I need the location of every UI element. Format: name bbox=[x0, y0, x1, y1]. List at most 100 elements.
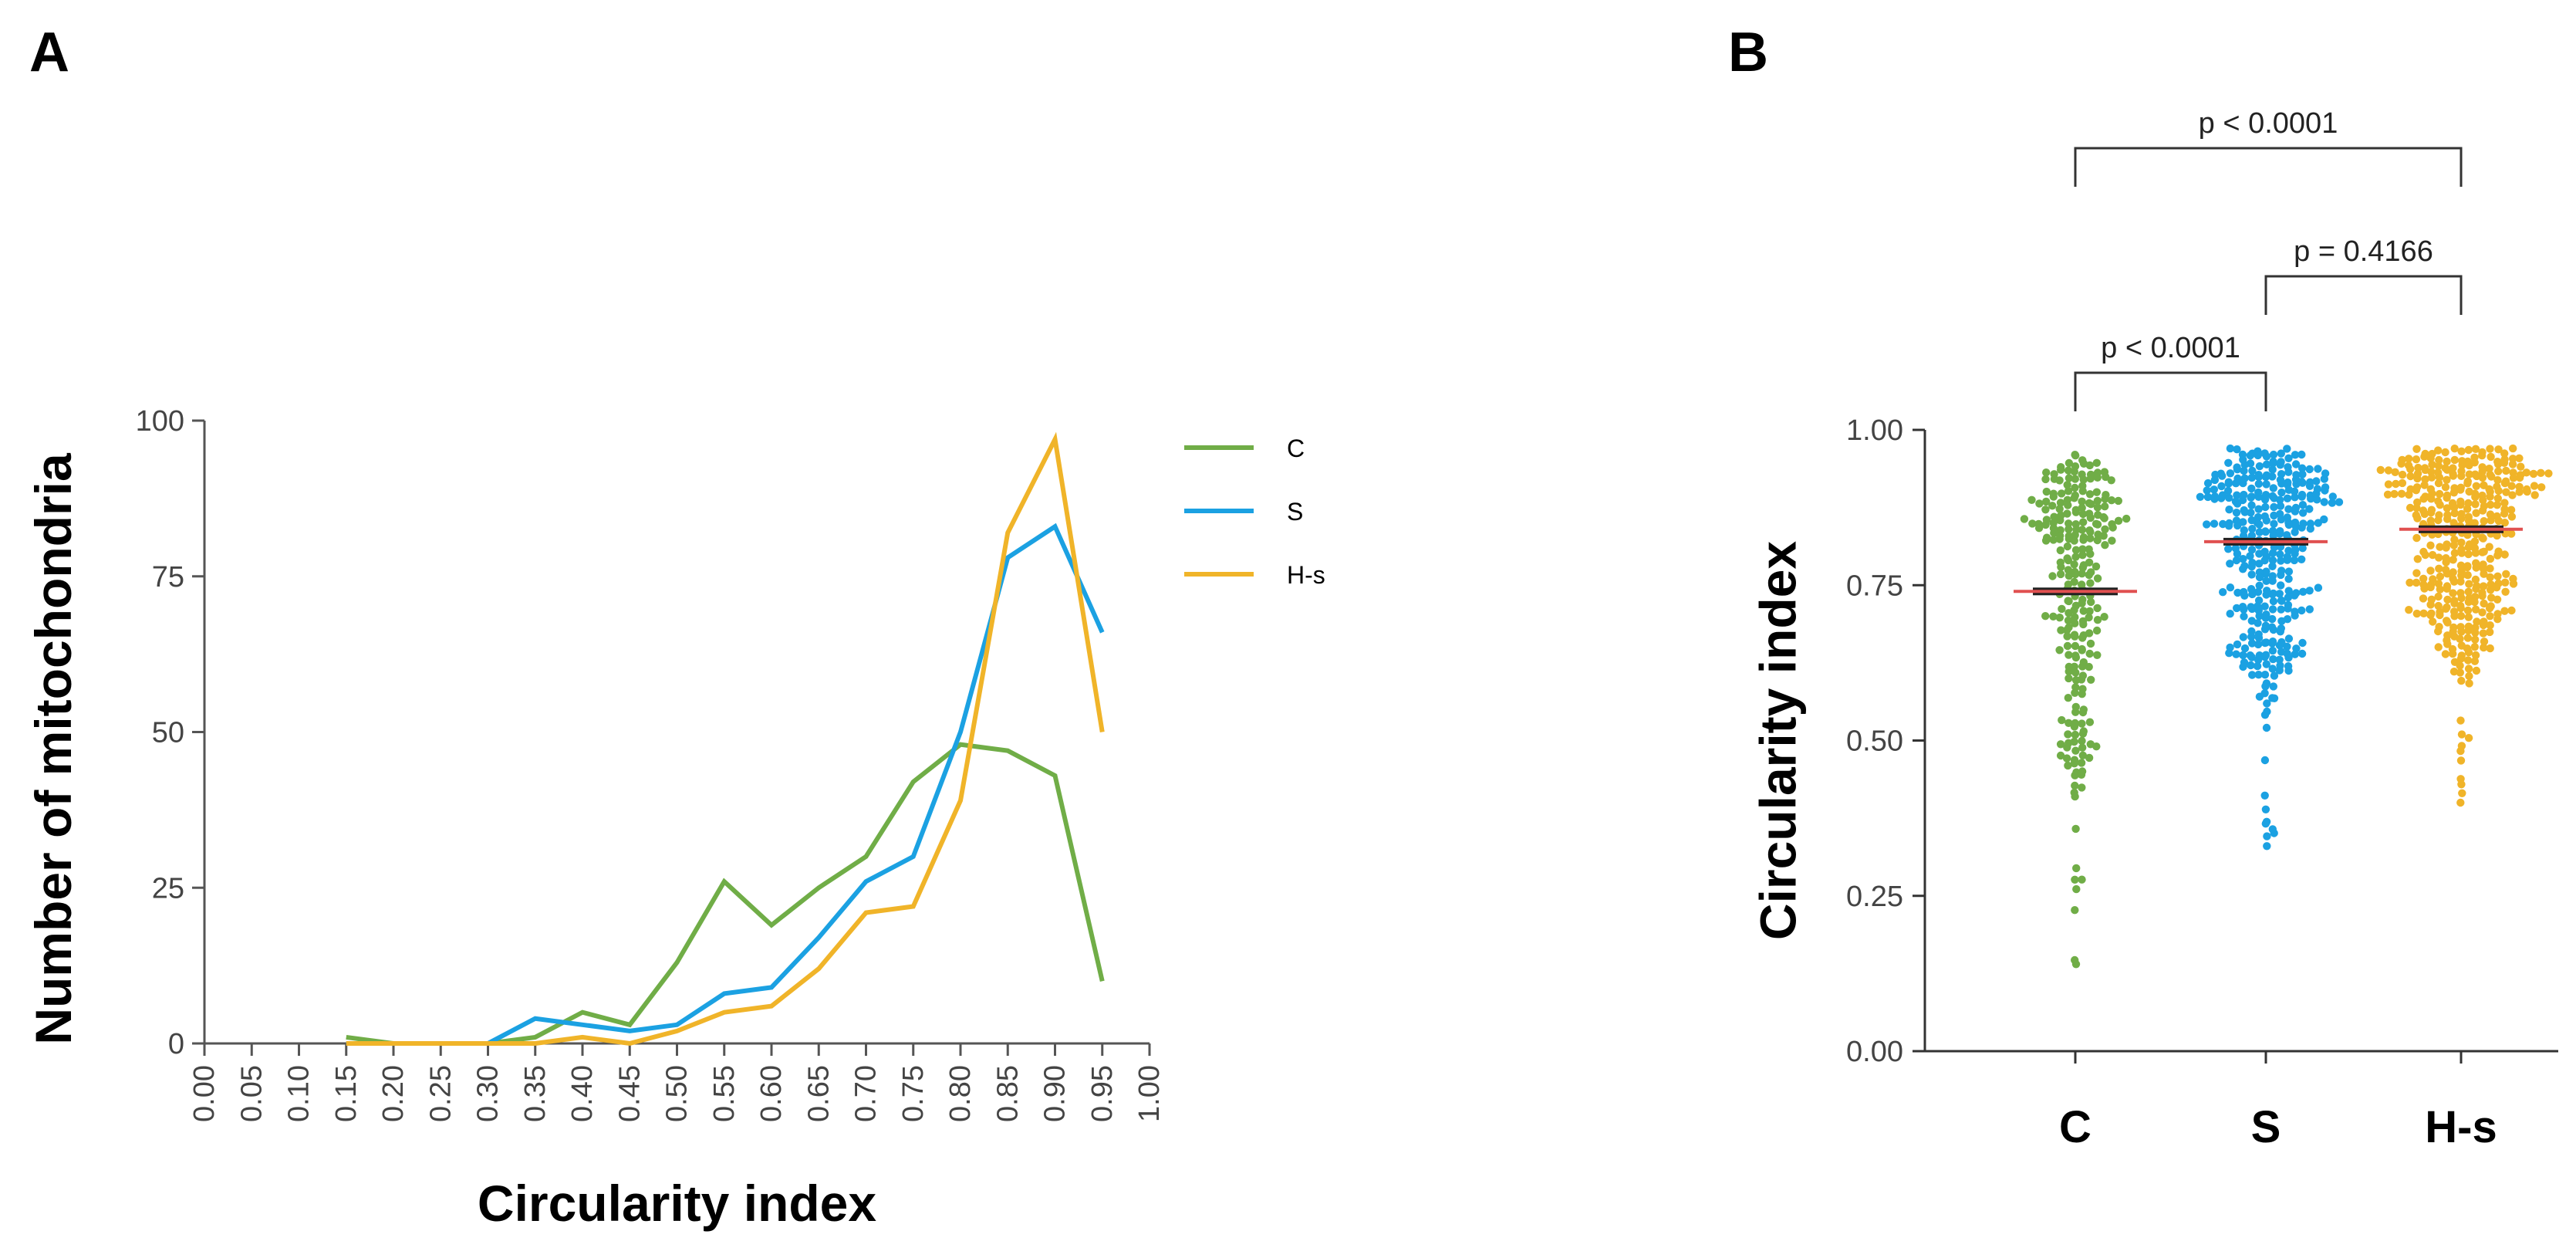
b-dot-s bbox=[2263, 699, 2271, 708]
b-dot-h-s bbox=[2500, 449, 2509, 458]
b-dot-h-s bbox=[2500, 519, 2509, 527]
b-dot-h-s bbox=[2479, 621, 2488, 630]
b-dot-s bbox=[2246, 451, 2254, 460]
b-dot-h-s bbox=[2441, 566, 2450, 574]
b-dot-c bbox=[2070, 577, 2078, 587]
b-significance-brackets: p < 0.0001 p = 0.4166 p < 0.0001 bbox=[2074, 107, 2463, 411]
b-dot-s bbox=[2226, 444, 2235, 453]
b-dot-s bbox=[2283, 513, 2291, 522]
b-dot-h-s bbox=[2457, 571, 2466, 580]
b-mean-lines bbox=[2014, 525, 2523, 596]
b-dot-s bbox=[2263, 832, 2271, 840]
b-dot-h-s bbox=[2448, 644, 2457, 654]
b-dot-s bbox=[2239, 532, 2248, 540]
a-x-axis-title: Circularity index bbox=[478, 1175, 876, 1232]
b-dot-h-s bbox=[2443, 457, 2451, 466]
b-dot-c bbox=[2107, 476, 2115, 485]
b-dot-c bbox=[2092, 626, 2102, 635]
b-dot-h-s bbox=[2434, 592, 2443, 601]
b-dot-c bbox=[2071, 653, 2081, 662]
b-dot-h-s bbox=[2450, 612, 2459, 621]
b-dot-h-s bbox=[2500, 607, 2509, 615]
b-dot-s bbox=[2253, 661, 2262, 671]
b-dot-s bbox=[2260, 756, 2270, 765]
a-axes: 0 25 50 75 100 0.00 0.05 0.10 0.15 0.20 0.25 0.30 0.… bbox=[136, 405, 1166, 1122]
b-dot-s bbox=[2260, 638, 2270, 648]
b-dot-c bbox=[2041, 506, 2050, 514]
b-dot-h-s bbox=[2419, 547, 2428, 556]
b-dot-s bbox=[2277, 458, 2285, 466]
b-dot-c bbox=[2071, 746, 2080, 755]
b-dot-s bbox=[2268, 465, 2277, 474]
b-dot-h-s bbox=[2486, 621, 2494, 630]
b-dot-s bbox=[2268, 639, 2277, 648]
b-dot-s bbox=[2233, 521, 2242, 530]
b-dot-h-s bbox=[2434, 601, 2443, 610]
b-dot-c bbox=[2065, 609, 2073, 617]
b-dot-s bbox=[2263, 842, 2271, 851]
b-dot-h-s bbox=[2391, 468, 2399, 476]
b-dot-h-s bbox=[2458, 789, 2466, 797]
b-dot-c bbox=[2057, 626, 2065, 634]
b-category-label: S bbox=[2251, 1102, 2281, 1152]
b-dot-c bbox=[2122, 514, 2131, 523]
b-dot-s bbox=[2268, 825, 2277, 834]
b-dot-h-s bbox=[2463, 477, 2472, 485]
b-dot-h-s bbox=[2450, 509, 2459, 518]
a-y-tick-label: 50 bbox=[152, 717, 184, 749]
b-dot-h-s bbox=[2456, 668, 2464, 677]
b-dot-c bbox=[2108, 536, 2116, 545]
b-dot-s bbox=[2233, 499, 2242, 508]
b-dot-s bbox=[2210, 485, 2218, 494]
b-dot-s bbox=[2239, 455, 2247, 464]
b-dot-c bbox=[2056, 740, 2065, 749]
b-dot-h-s bbox=[2397, 459, 2406, 468]
b-dot-c bbox=[2078, 497, 2086, 506]
b-dot-s bbox=[2314, 519, 2322, 527]
b-dot-c bbox=[2093, 604, 2102, 613]
b-dot-c bbox=[2093, 520, 2102, 529]
b-bracket bbox=[2074, 147, 2463, 187]
b-dot-h-s bbox=[2443, 504, 2452, 512]
b-dot-c bbox=[2072, 526, 2081, 534]
b-dot-h-s bbox=[2406, 578, 2414, 587]
b-dot-h-s bbox=[2434, 516, 2443, 525]
b-dot-h-s bbox=[2478, 506, 2487, 515]
b-dot-c bbox=[2071, 960, 2081, 969]
b-dot-s bbox=[2217, 482, 2226, 491]
b-dot-h-s bbox=[2456, 756, 2466, 765]
b-dot-h-s bbox=[2383, 490, 2392, 499]
b-dot-s bbox=[2239, 662, 2247, 671]
b-dot-s bbox=[2297, 649, 2307, 658]
b-dot-s bbox=[2240, 466, 2248, 475]
b-dot-s bbox=[2268, 605, 2277, 614]
a-x-tick-label: 0.55 bbox=[708, 1065, 741, 1122]
b-dot-h-s bbox=[2509, 474, 2518, 482]
b-dot-h-s bbox=[2420, 464, 2429, 472]
b-dot-c bbox=[2064, 761, 2072, 770]
b-dot-c bbox=[2042, 497, 2051, 506]
b-dot-h-s bbox=[2493, 615, 2502, 624]
b-dot-s bbox=[2275, 655, 2284, 664]
b-dot-c bbox=[2078, 509, 2088, 519]
b-dot-s bbox=[2277, 624, 2285, 633]
b-dot-s bbox=[2247, 501, 2256, 509]
b-dot-s bbox=[2277, 556, 2285, 565]
b-dot-s bbox=[2297, 450, 2306, 459]
b-dot-h-s bbox=[2443, 475, 2451, 484]
b-dot-h-s bbox=[2471, 635, 2480, 644]
b-dot-h-s bbox=[2480, 637, 2489, 646]
b-dot-s bbox=[2321, 483, 2330, 492]
b-dot-c bbox=[2062, 754, 2071, 763]
b-dot-c bbox=[2085, 613, 2093, 622]
b-dot-c bbox=[2078, 599, 2086, 607]
b-dot-s bbox=[2269, 531, 2277, 540]
b-dot-s bbox=[2254, 451, 2262, 460]
b-dot-c bbox=[2078, 634, 2087, 642]
b-dot-h-s bbox=[2507, 606, 2516, 615]
b-dot-c bbox=[2078, 526, 2087, 534]
b-dot-s bbox=[2261, 491, 2270, 499]
a-x-tick-label: 0.10 bbox=[283, 1065, 316, 1122]
b-dot-s bbox=[2238, 603, 2247, 611]
